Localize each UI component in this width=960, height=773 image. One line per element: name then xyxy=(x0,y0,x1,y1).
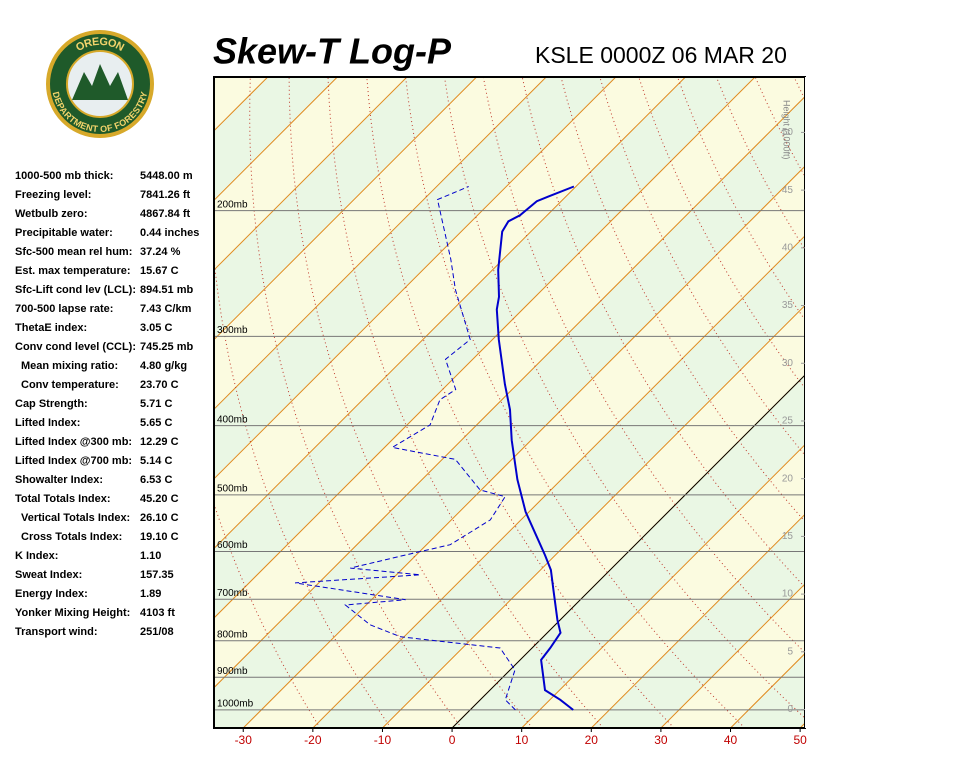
dry-adiabat xyxy=(949,77,960,728)
y2-tick-label: 50 xyxy=(782,127,794,138)
index-value: 0.44 inches xyxy=(140,227,199,239)
index-label: Freezing level: xyxy=(15,189,91,201)
y-tick-label: 600mb xyxy=(217,540,248,551)
index-label: Cap Strength: xyxy=(15,398,88,410)
y-tick-label: 400mb xyxy=(217,414,248,425)
index-value: 19.10 C xyxy=(140,531,179,543)
index-value: 4.80 g/kg xyxy=(140,360,187,372)
index-label: Total Totals Index: xyxy=(15,493,111,505)
index-label: Lifted Index: xyxy=(15,417,80,429)
index-label: 700-500 lapse rate: xyxy=(15,303,113,315)
index-value: 4103 ft xyxy=(140,607,175,619)
index-label: Showalter Index: xyxy=(15,474,103,486)
logo: OREGON DEPARTMENT OF FORESTRY xyxy=(48,32,152,136)
index-label: ThetaE index: xyxy=(15,322,87,334)
y-tick-label: 200mb xyxy=(217,199,248,210)
chart-title: Skew-T Log-P xyxy=(213,31,452,72)
index-label: Wetbulb zero: xyxy=(15,208,88,220)
x-tick-label: 20 xyxy=(585,733,599,747)
index-label: Cross Totals Index: xyxy=(21,531,122,543)
index-label: Sfc-Lift cond lev (LCL): xyxy=(15,284,136,296)
index-value: 7841.26 ft xyxy=(140,189,190,201)
index-label: Energy Index: xyxy=(15,588,88,600)
y2-tick-label: 10 xyxy=(782,589,794,600)
index-value: 1.10 xyxy=(140,550,161,562)
y2-tick-label: 25 xyxy=(782,416,794,427)
x-tick-label: -20 xyxy=(304,733,322,747)
y2-tick-label: 5 xyxy=(787,646,793,657)
index-label: Conv cond level (CCL): xyxy=(15,341,136,353)
y2-tick-label: 20 xyxy=(782,473,794,484)
index-value: 1.89 xyxy=(140,588,161,600)
x-tick-label: -30 xyxy=(235,733,253,747)
index-label: K Index: xyxy=(15,550,58,562)
index-value: 45.20 C xyxy=(140,493,179,505)
y-tick-label: 900mb xyxy=(217,666,248,677)
y2-tick-label: 0 xyxy=(787,704,793,715)
x-tick-label: -10 xyxy=(374,733,392,747)
index-label: Transport wind: xyxy=(15,626,98,638)
y-tick-label: 500mb xyxy=(217,484,248,495)
index-value: 894.51 mb xyxy=(140,284,193,296)
index-value: 157.35 xyxy=(140,569,174,581)
y2-tick-label: 15 xyxy=(782,531,794,542)
index-label: Lifted Index @700 mb: xyxy=(15,455,132,467)
index-value: 7.43 C/km xyxy=(140,303,192,315)
index-value: 26.10 C xyxy=(140,512,179,524)
index-value: 3.05 C xyxy=(140,322,172,334)
y-tick-label: 1000mb xyxy=(217,699,254,710)
y2-tick-label: 30 xyxy=(782,358,794,369)
y-tick-label: 800mb xyxy=(217,629,248,640)
index-value: 23.70 C xyxy=(140,379,179,391)
index-label: 1000-500 mb thick: xyxy=(15,170,113,182)
x-tick-label: 40 xyxy=(724,733,738,747)
y-tick-label: 700mb xyxy=(217,588,248,599)
index-label: Yonker Mixing Height: xyxy=(15,607,130,619)
wind-column xyxy=(805,77,861,728)
index-label: Vertical Totals Index: xyxy=(21,512,130,524)
index-value: 251/08 xyxy=(140,626,174,638)
x-tick-label: 0 xyxy=(449,733,456,747)
y-tick-label: 300mb xyxy=(217,325,248,336)
index-value: 6.53 C xyxy=(140,474,172,486)
index-value: 12.29 C xyxy=(140,436,179,448)
y2-tick-label: 35 xyxy=(782,300,794,311)
index-label: Sweat Index: xyxy=(15,569,82,581)
index-label: Est. max temperature: xyxy=(15,265,131,277)
index-value: 15.67 C xyxy=(140,265,179,277)
index-value: 5448.00 m xyxy=(140,170,193,182)
index-value: 5.71 C xyxy=(140,398,172,410)
chart-subtitle: KSLE 0000Z 06 MAR 20 xyxy=(535,42,787,68)
y2-tick-label: 40 xyxy=(782,242,794,253)
dry-adiabat xyxy=(872,77,960,728)
y2-tick-label: 45 xyxy=(782,185,794,196)
x-tick-label: 10 xyxy=(515,733,529,747)
x-tick-label: 50 xyxy=(793,733,807,747)
index-label: Sfc-500 mean rel hum: xyxy=(15,246,132,258)
index-value: 37.24 % xyxy=(140,246,181,258)
index-label: Lifted Index @300 mb: xyxy=(15,436,132,448)
index-value: 745.25 mb xyxy=(140,341,193,353)
index-label: Conv temperature: xyxy=(21,379,119,391)
x-tick-label: 30 xyxy=(654,733,668,747)
index-value: 5.65 C xyxy=(140,417,172,429)
index-value: 5.14 C xyxy=(140,455,172,467)
index-value: 4867.84 ft xyxy=(140,208,190,220)
index-label: Precipitable water: xyxy=(15,227,113,239)
dry-adiabat xyxy=(911,77,960,728)
index-label: Mean mixing ratio: xyxy=(21,360,118,372)
